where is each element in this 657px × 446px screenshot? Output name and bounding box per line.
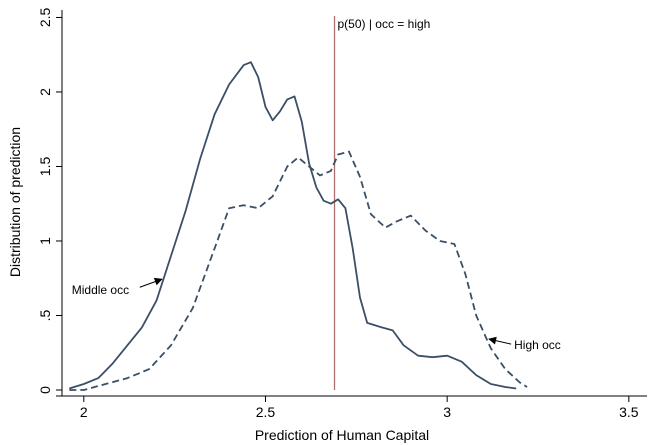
y-tick-label: 0 <box>37 386 53 394</box>
x-tick-label: 2 <box>80 404 88 420</box>
median-reference-label: p(50) | occ = high <box>338 17 431 31</box>
y-tick-label: 1 <box>37 237 53 245</box>
x-axis-title: Prediction of Human Capital <box>255 427 429 443</box>
y-tick-label: 2 <box>37 88 53 96</box>
y-axis-title: Distribution of prediction <box>7 127 23 277</box>
high-occ-arrow <box>488 336 512 345</box>
axes: 2 2.5 3 3.5 0 .5 1 1.5 2 2.5 <box>37 8 647 420</box>
x-tick-label: 2.5 <box>256 404 276 420</box>
plot-marks: p(50) | occ = high Middle occ High occ <box>69 16 561 391</box>
y-tick-label: 2.5 <box>37 8 53 28</box>
x-tick-label: 3 <box>443 404 451 420</box>
high-occ-annotation: High occ <box>514 338 561 352</box>
middle-occ-annotation: Middle occ <box>72 283 129 297</box>
y-tick-label: .5 <box>37 309 53 321</box>
y-tick-label: 1.5 <box>37 157 53 177</box>
x-tick-label: 3.5 <box>619 404 639 420</box>
high-occ-density-line <box>69 150 528 391</box>
middle-occ-density-line <box>69 61 517 390</box>
middle-occ-arrow <box>139 277 163 288</box>
